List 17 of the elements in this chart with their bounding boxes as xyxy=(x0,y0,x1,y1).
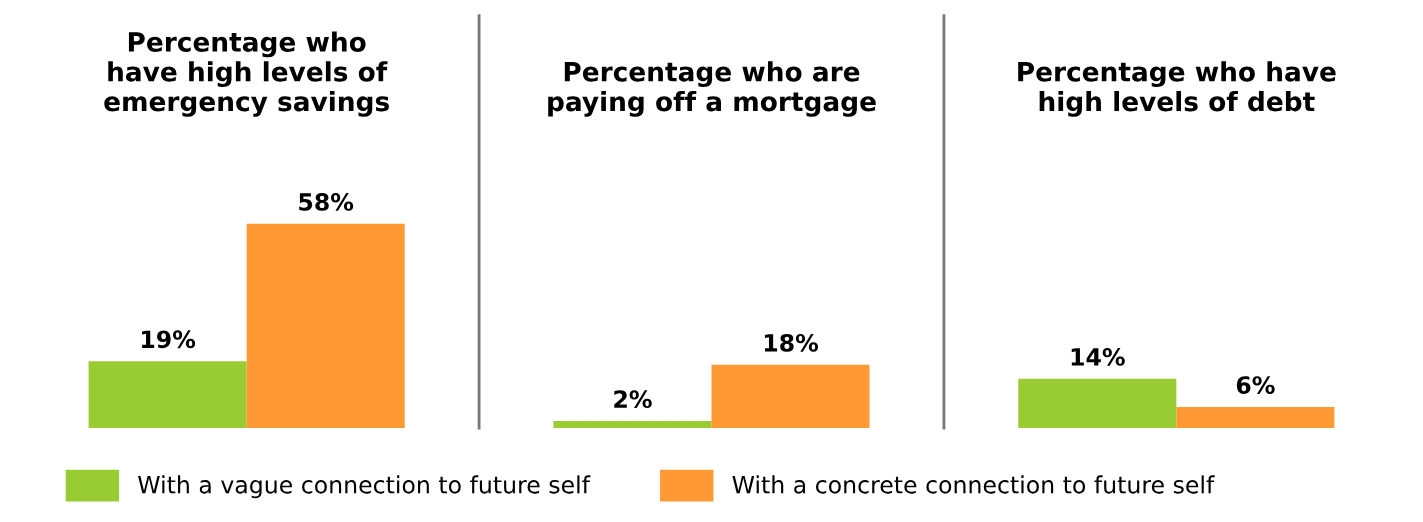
data-label: 18% xyxy=(764,333,819,352)
data-label: 2% xyxy=(614,390,652,409)
bar xyxy=(1018,378,1177,429)
bar xyxy=(553,421,712,429)
bar xyxy=(711,364,870,429)
legend-label: With a vague connection to future self xyxy=(138,475,591,499)
data-label: 19% xyxy=(142,330,196,349)
bar xyxy=(1176,406,1335,429)
bar xyxy=(246,223,405,429)
bar xyxy=(88,361,247,429)
data-label: 6% xyxy=(1236,376,1275,394)
data-label: 58% xyxy=(299,193,354,211)
x-tick-label: Percentage who have high levels of debt xyxy=(1018,61,1336,117)
x-tick-label: Percentage who are paying off a mortgage xyxy=(548,61,876,117)
data-label: 14% xyxy=(1071,347,1125,366)
x-tick-label: Percentage who have high levels of emergency savings xyxy=(104,31,389,117)
legend-label: With a concrete connection to future self xyxy=(732,475,1215,494)
